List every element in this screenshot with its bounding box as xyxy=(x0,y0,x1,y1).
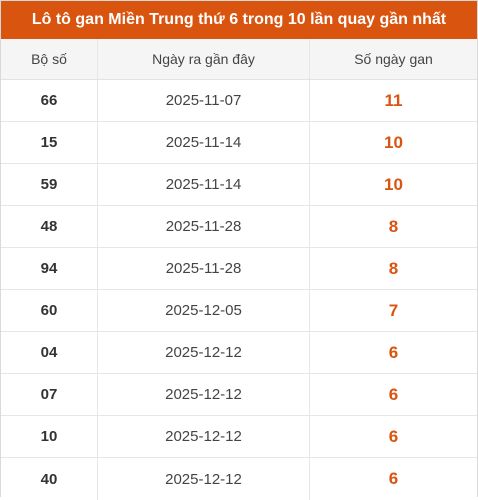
cell-last-date: 2025-12-05 xyxy=(98,290,310,331)
cell-gan-days: 8 xyxy=(388,216,399,236)
cell-last-date: 2025-11-07 xyxy=(98,80,310,121)
cell-gan-days: 11 xyxy=(384,90,403,110)
column-header-gan-days: Số ngày gan xyxy=(354,51,433,67)
cell-gan-days: 6 xyxy=(388,384,399,404)
cell-last-date: 2025-12-12 xyxy=(98,458,310,500)
table-title: Lô tô gan Miền Trung thứ 6 trong 10 lần … xyxy=(1,1,477,39)
table-row: 66 2025-11-07 11 xyxy=(1,80,477,122)
cell-gan-days: 6 xyxy=(388,342,399,362)
cell-last-date: 2025-12-12 xyxy=(98,374,310,415)
cell-number: 15 xyxy=(1,122,98,163)
cell-last-date: 2025-11-14 xyxy=(98,164,310,205)
cell-last-date: 2025-12-12 xyxy=(98,332,310,373)
cell-gan-days: 10 xyxy=(384,174,403,194)
table-row: 15 2025-11-14 10 xyxy=(1,122,477,164)
table-body: 66 2025-11-07 11 15 2025-11-14 10 59 2025-11-14… xyxy=(1,80,477,500)
table-row: 94 2025-11-28 8 xyxy=(1,248,477,290)
cell-gan-days: 7 xyxy=(388,300,399,320)
cell-last-date: 2025-11-28 xyxy=(98,248,310,289)
cell-number: 04 xyxy=(1,332,98,373)
cell-number: 94 xyxy=(1,248,98,289)
cell-gan-days: 6 xyxy=(388,426,399,446)
table-row: 07 2025-12-12 6 xyxy=(1,374,477,416)
column-header-number: Bộ số xyxy=(1,39,98,79)
cell-gan-days: 8 xyxy=(388,258,399,278)
table-row: 04 2025-12-12 6 xyxy=(1,332,477,374)
table-row: 60 2025-12-05 7 xyxy=(1,290,477,332)
cell-number: 10 xyxy=(1,416,98,457)
table-row: 59 2025-11-14 10 xyxy=(1,164,477,206)
cell-last-date: 2025-11-14 xyxy=(98,122,310,163)
cell-number: 59 xyxy=(1,164,98,205)
table-row: 40 2025-12-12 6 xyxy=(1,458,477,500)
cell-number: 40 xyxy=(1,458,98,500)
cell-gan-days: 6 xyxy=(388,469,399,488)
cell-number: 07 xyxy=(1,374,98,415)
table-row: 10 2025-12-12 6 xyxy=(1,416,477,458)
cell-number: 66 xyxy=(1,80,98,121)
cell-gan-days: 10 xyxy=(384,132,403,152)
cell-number: 60 xyxy=(1,290,98,331)
cell-number: 48 xyxy=(1,206,98,247)
table-header-row: Bộ số Ngày ra gần đây Số ngày gan xyxy=(1,39,477,80)
table-row: 48 2025-11-28 8 xyxy=(1,206,477,248)
cell-last-date: 2025-12-12 xyxy=(98,416,310,457)
column-header-last-date: Ngày ra gần đây xyxy=(98,39,310,79)
cell-last-date: 2025-11-28 xyxy=(98,206,310,247)
